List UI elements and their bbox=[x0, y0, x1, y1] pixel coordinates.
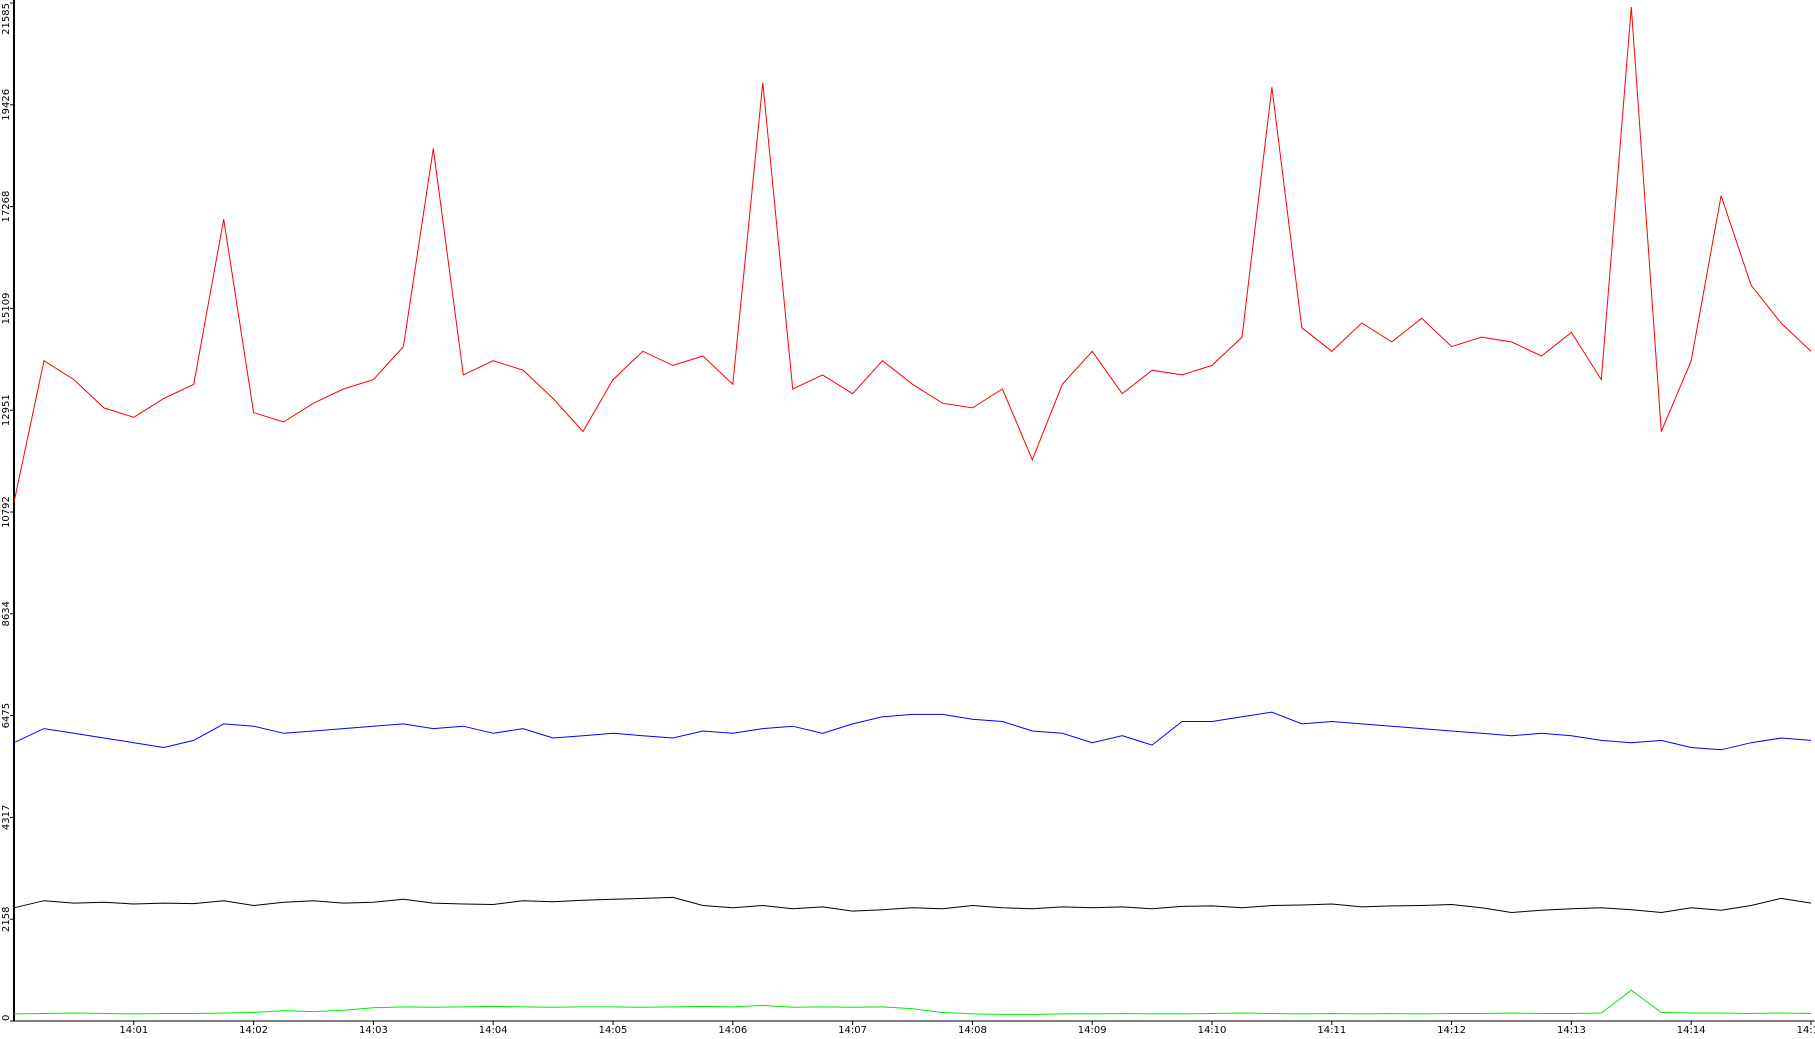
x-tick-label: 14:12 bbox=[1437, 1025, 1466, 1036]
y-tick-label: 17268 bbox=[1, 191, 12, 223]
y-tick-label: 0 bbox=[1, 1015, 12, 1021]
x-tick-label: 14:02 bbox=[239, 1025, 268, 1036]
y-tick-label: 10792 bbox=[1, 496, 12, 528]
x-tick-label: 14:13 bbox=[1557, 1025, 1586, 1036]
x-tick-label: 14:06 bbox=[718, 1025, 747, 1036]
series-line bbox=[13, 989, 1812, 1015]
series-line bbox=[13, 711, 1812, 751]
series-line bbox=[13, 6, 1812, 503]
x-tick-label: 14:15 bbox=[1797, 1025, 1815, 1036]
y-tick-label: 8634 bbox=[1, 601, 12, 626]
x-tick-label: 14:07 bbox=[838, 1025, 867, 1036]
x-tick-label: 14:08 bbox=[958, 1025, 987, 1036]
y-tick-label: 2158 bbox=[1, 906, 12, 931]
y-tick-label: 19426 bbox=[1, 89, 12, 121]
y-tick-label: 6475 bbox=[1, 703, 12, 728]
x-tick-label: 14:05 bbox=[599, 1025, 628, 1036]
x-tick-label: 14:01 bbox=[119, 1025, 148, 1036]
x-tick-label: 14:10 bbox=[1198, 1025, 1227, 1036]
y-tick-label: 4317 bbox=[1, 805, 12, 830]
y-tick-label: 12951 bbox=[1, 394, 12, 426]
x-tick-label: 14:03 bbox=[359, 1025, 388, 1036]
y-tick-label: 15109 bbox=[1, 293, 12, 325]
x-tick-label: 14:09 bbox=[1078, 1025, 1107, 1036]
x-tick-label: 14:04 bbox=[479, 1025, 508, 1036]
x-tick-label: 14:11 bbox=[1317, 1025, 1346, 1036]
series-line bbox=[13, 896, 1812, 914]
y-tick-label: 21585 bbox=[1, 3, 12, 35]
x-tick-label: 14:14 bbox=[1677, 1025, 1706, 1036]
